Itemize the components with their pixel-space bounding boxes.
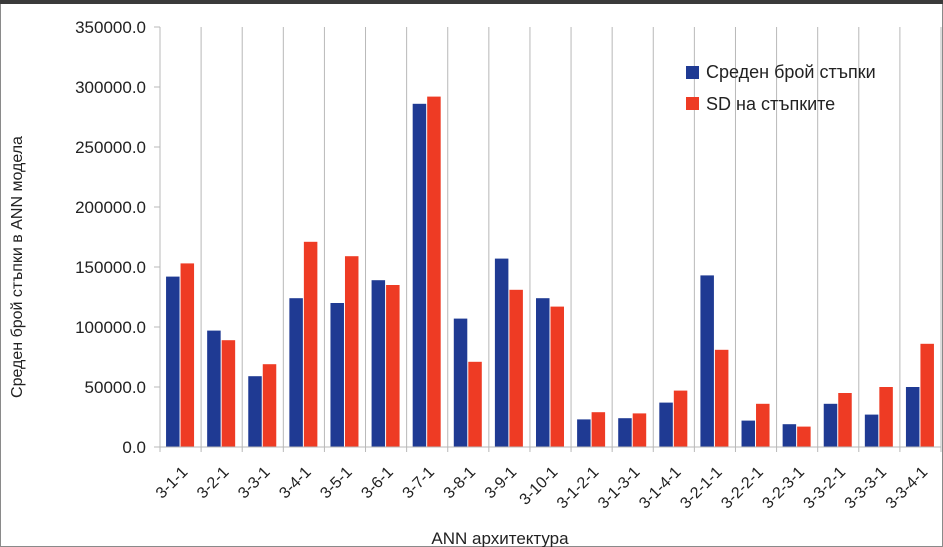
bar-1-3-8-1 [453, 318, 468, 447]
x-axis-label: ANN архитектура [431, 529, 569, 547]
bar-1-3-2-1 [207, 330, 221, 447]
legend-swatch-series-1 [686, 66, 699, 79]
x-tick-label: 3-3-4-1 [883, 464, 932, 513]
x-tick-label: 3-1-2-1 [554, 464, 603, 513]
bar-1-3-1-2-1 [577, 419, 591, 447]
legend-label-series-2: SD на стъпките [706, 94, 835, 114]
bar-1-3-1-4-1 [659, 402, 673, 447]
bar-1-3-6-1 [371, 280, 386, 447]
bar-1-3-2-1-1 [700, 275, 714, 447]
bar-2-3-2-3-1 [797, 426, 811, 447]
x-tick-label: 3-3-1 [235, 464, 274, 503]
gridlines [159, 27, 942, 452]
x-tick-label: 3-2-1-1 [677, 464, 726, 513]
x-tick-label: 3-5-1 [317, 464, 356, 503]
bar-2-3-3-4-1 [920, 343, 934, 447]
bar-2-3-8-1 [468, 361, 482, 447]
bar-2-3-2-1 [221, 340, 236, 447]
bar-2-3-2-2-1 [756, 403, 770, 447]
legend: Среден брой стъпки SD на стъпките [686, 62, 876, 114]
bar-2-3-1-1 [180, 263, 195, 447]
bar-2-3-1-3-1 [632, 413, 647, 447]
bar-1-3-7-1 [412, 103, 427, 448]
y-tick-label: 100000.0 [75, 318, 146, 337]
bar-1-3-1-3-1 [618, 418, 632, 447]
bar-1-3-2-3-1 [782, 424, 797, 447]
bar-1-3-3-2-1 [823, 403, 838, 447]
bar-2-3-6-1 [386, 285, 400, 447]
y-axis-label: Среден брой стъпки в ANN модела [9, 136, 26, 398]
bar-1-3-9-1 [494, 258, 509, 447]
bar-1-3-2-2-1 [741, 420, 756, 447]
bar-2-3-4-1 [303, 241, 318, 447]
x-tick-label: 3-3-3-1 [842, 464, 891, 513]
x-tick-label: 3-1-1 [153, 464, 192, 503]
bar-2-3-2-1-1 [714, 349, 729, 447]
bar-2-3-3-2-1 [838, 393, 852, 447]
legend-swatch-series-2 [686, 97, 699, 110]
bar-2-3-10-1 [550, 306, 564, 447]
legend-label-series-1: Среден брой стъпки [706, 62, 876, 82]
bar-1-3-5-1 [330, 303, 344, 447]
bar-2-3-3-1 [262, 364, 277, 447]
bar-1-3-3-3-1 [864, 414, 879, 447]
bar-1-3-1-1 [166, 276, 180, 447]
y-tick-label: 150000.0 [75, 258, 146, 277]
x-tick-label: 3-2-1 [194, 464, 233, 503]
x-tick-label: 3-8-1 [441, 464, 480, 503]
y-tick-label: 0.0 [122, 438, 146, 457]
bar-2-3-7-1 [427, 96, 441, 447]
x-tick-label: 3-6-1 [358, 464, 397, 503]
y-tick-label: 50000.0 [85, 378, 146, 397]
x-tick-label: 3-7-1 [400, 464, 439, 503]
x-tick-label: 3-3-2-1 [801, 464, 850, 513]
y-axis: 0.0 50000.0 100000.0 150000.0 200000.0 250000… [75, 18, 161, 457]
bar-2-3-1-2-1 [591, 412, 606, 447]
y-tick-label: 350000.0 [75, 18, 146, 37]
x-tick-label: 3-2-2-1 [718, 464, 767, 513]
bar-1-3-3-1 [248, 376, 262, 447]
bar-2-3-1-4-1 [673, 390, 688, 447]
y-tick-label: 300000.0 [75, 78, 146, 97]
bar-2-3-3-3-1 [879, 387, 893, 447]
bar-2-3-5-1 [344, 256, 359, 447]
bar-1-3-4-1 [289, 298, 303, 447]
bar-1-3-10-1 [536, 298, 550, 447]
x-tick-label: 3-1-3-1 [595, 464, 644, 513]
bar-2-3-9-1 [509, 289, 523, 447]
x-axis: 3-1-1 3-2-1 3-3-1 3-4-1 3-5-1 3-6-1 3-7-1 3-8-1… [153, 446, 941, 513]
x-tick-label: 3-2-3-1 [759, 464, 808, 513]
y-tick-label: 250000.0 [75, 138, 146, 157]
x-tick-label: 3-9-1 [482, 464, 521, 503]
top-border [0, 0, 943, 4]
bar-1-3-3-4-1 [905, 387, 920, 447]
x-tick-label: 3-4-1 [276, 464, 315, 503]
bars [166, 96, 934, 448]
x-tick-label: 3-1-4-1 [636, 464, 685, 513]
y-tick-label: 200000.0 [75, 198, 146, 217]
